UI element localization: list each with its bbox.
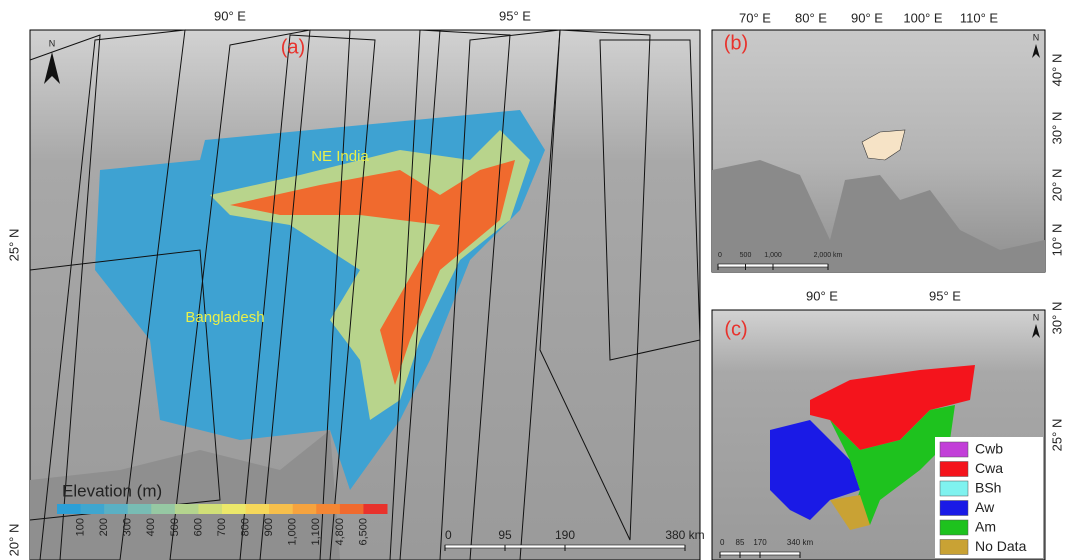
lat-label: 20° N bbox=[1049, 169, 1064, 202]
lon-label: 90° E bbox=[214, 8, 246, 23]
panel-tag: (a) bbox=[281, 36, 305, 58]
lat-label: 20° N bbox=[6, 524, 21, 557]
scale-label: 500 bbox=[740, 252, 752, 259]
colorbar-swatch bbox=[104, 504, 128, 514]
legend-label: No Data bbox=[975, 538, 1027, 554]
colorbar-swatch bbox=[128, 504, 152, 514]
colorbar-label: 1,000 bbox=[287, 518, 299, 546]
lat-labels: 40° N 30° N 20° N 10° N bbox=[1049, 54, 1064, 257]
colorbar-swatch bbox=[316, 504, 340, 514]
colorbar-label: 600 bbox=[192, 518, 204, 536]
legend-swatch bbox=[940, 501, 968, 516]
colorbar-swatch bbox=[269, 504, 293, 514]
colorbar-label: 300 bbox=[122, 518, 134, 536]
lat-label: 30° N bbox=[1049, 112, 1064, 145]
colorbar-label: 6,500 bbox=[357, 518, 369, 546]
colorbar-label: 500 bbox=[169, 518, 181, 536]
scale-label: 380 km bbox=[665, 528, 704, 542]
colorbar-swatch bbox=[293, 504, 317, 514]
place-label: NE India bbox=[311, 148, 369, 165]
lon-labels: 70° E 80° E 90° E 100° E 110° E bbox=[739, 10, 998, 25]
lat-label: 25° N bbox=[6, 229, 21, 262]
legend-label: Cwa bbox=[975, 460, 1003, 476]
scale-label: 1,000 bbox=[764, 252, 782, 259]
colorbar-label: 400 bbox=[145, 518, 157, 536]
scale-label: 0 bbox=[718, 252, 722, 259]
scale-label: 0 bbox=[445, 528, 452, 542]
north-arrow: N bbox=[49, 38, 56, 48]
colorbar-swatch bbox=[81, 504, 105, 514]
panel-tag: (c) bbox=[724, 318, 747, 340]
colorbar-swatch bbox=[175, 504, 199, 514]
scale-label: 95 bbox=[498, 528, 512, 542]
colorbar-swatch bbox=[246, 504, 270, 514]
north-arrow: N bbox=[1033, 312, 1040, 322]
lon-label: 95° E bbox=[499, 8, 531, 23]
scale-label: 2,000 km bbox=[814, 252, 843, 259]
legend-label: Cwb bbox=[975, 441, 1003, 457]
scale-label: 190 bbox=[555, 528, 575, 542]
lon-label: 90° E bbox=[851, 10, 883, 25]
colorbar-label: 800 bbox=[239, 518, 251, 536]
colorbar-label: 1,100 bbox=[310, 518, 322, 546]
legend-swatch bbox=[940, 481, 968, 496]
panel-b: (b) N 70° E 80° E 90° E 100° E 110° E 40° N 3… bbox=[712, 10, 1064, 272]
legend-swatch bbox=[940, 520, 968, 535]
scale-label: 340 km bbox=[787, 538, 814, 547]
colorbar-label: 900 bbox=[263, 518, 275, 536]
colorbar-swatch bbox=[340, 504, 364, 514]
legend-title: Elevation (m) bbox=[62, 481, 162, 500]
lon-label: 110° E bbox=[960, 10, 999, 25]
lon-label: 100° E bbox=[903, 10, 943, 25]
legend-swatch bbox=[940, 540, 968, 555]
colorbar-swatch bbox=[222, 504, 246, 514]
panel-a: (a) N 90° E 95° E 25° N 20° N NE India B… bbox=[6, 8, 704, 560]
colorbar-swatch bbox=[151, 504, 175, 514]
legend-label: Am bbox=[975, 519, 996, 535]
legend-label: BSh bbox=[975, 480, 1001, 496]
legend-swatch bbox=[940, 442, 968, 457]
scale-label: 85 bbox=[736, 538, 745, 547]
legend-swatch bbox=[940, 462, 968, 477]
legend-label: Aw bbox=[975, 499, 995, 515]
north-arrow: N bbox=[1033, 32, 1040, 42]
colorbar-label: 100 bbox=[74, 518, 86, 536]
colorbar-label: 200 bbox=[98, 518, 110, 536]
lat-label: 25° N bbox=[1049, 419, 1064, 452]
scale-label: 0 bbox=[720, 538, 725, 547]
panel-c: (c) N 90° E 95° E 30° N 25° N Cwb Cwa BSh A… bbox=[712, 288, 1064, 560]
lon-label: 95° E bbox=[929, 288, 961, 303]
scale-label: 170 bbox=[753, 538, 767, 547]
colorbar-swatch bbox=[363, 504, 387, 514]
legend: Cwb Cwa BSh Aw Am No Data bbox=[935, 437, 1043, 558]
place-label: Bangladesh bbox=[185, 309, 264, 326]
lon-label: 90° E bbox=[806, 288, 838, 303]
lat-label: 10° N bbox=[1049, 224, 1064, 257]
colorbar-label: 4,800 bbox=[334, 518, 346, 546]
lat-label: 30° N bbox=[1049, 302, 1064, 335]
colorbar-swatch bbox=[57, 504, 81, 514]
lat-label: 40° N bbox=[1049, 54, 1064, 87]
panel-tag: (b) bbox=[724, 32, 748, 54]
lon-label: 70° E bbox=[739, 10, 771, 25]
lon-label: 80° E bbox=[795, 10, 827, 25]
figure: (a) N 90° E 95° E 25° N 20° N NE India B… bbox=[0, 0, 1070, 560]
colorbar-swatch bbox=[198, 504, 222, 514]
colorbar-label: 700 bbox=[216, 518, 228, 536]
